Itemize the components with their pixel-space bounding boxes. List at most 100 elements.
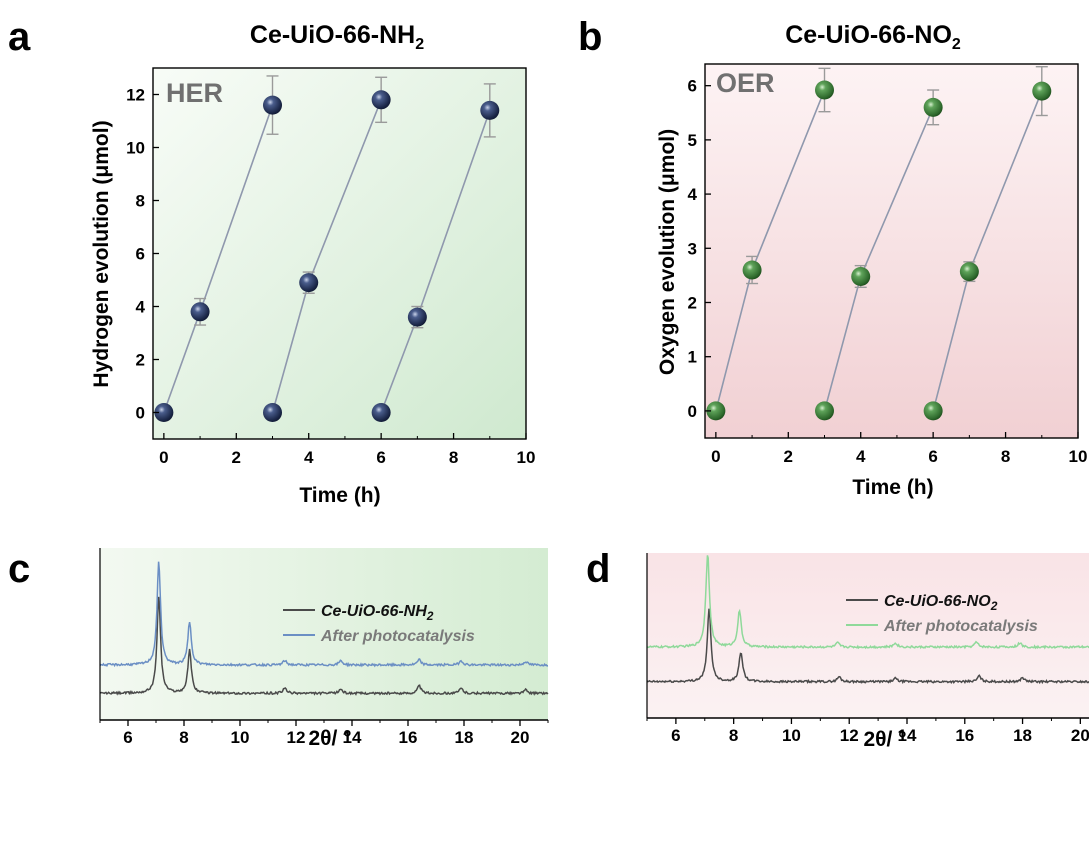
a-data-point xyxy=(299,273,319,293)
xrd-nh2-axis-ticks: 6 8 10 12 14 16 18 20 xyxy=(99,720,549,747)
b-x-tick-label: 8 xyxy=(1001,447,1010,466)
a-x-tick-label: 4 xyxy=(304,448,314,467)
d-x-tick-label: 14 xyxy=(898,726,917,745)
oer-x-axis-label: Time (h) xyxy=(852,476,933,499)
b-x-tick-label: 0 xyxy=(711,447,720,466)
a-y-tick-label: 10 xyxy=(126,139,145,158)
oer-data-points xyxy=(706,80,1052,421)
b-x-tick-label: 10 xyxy=(1069,447,1088,466)
a-data-point xyxy=(371,90,391,110)
b-data-point xyxy=(742,260,762,280)
b-y-tick-label: 4 xyxy=(688,185,698,204)
a-x-tick-label: 0 xyxy=(159,448,168,467)
b-y-tick-label: 3 xyxy=(688,239,697,258)
panel-letter-a: a xyxy=(8,15,31,59)
d-x-tick-label: 6 xyxy=(671,726,680,745)
her-axis-ticks: 0 2 4 6 8 10 0 2 4 6 8 10 12 xyxy=(126,86,535,468)
c-x-tick-label: 20 xyxy=(511,728,530,747)
c-x-tick-label: 18 xyxy=(455,728,474,747)
d-x-tick-label: 18 xyxy=(1013,726,1032,745)
b-data-point xyxy=(959,262,979,282)
b-y-tick-label: 2 xyxy=(688,293,697,312)
oer-plot-background xyxy=(705,64,1078,438)
panel-letter-d: d xyxy=(586,547,610,591)
c-x-tick-label: 12 xyxy=(287,728,306,747)
her-plot-background xyxy=(153,68,526,439)
d-x-tick-label: 20 xyxy=(1071,726,1089,745)
a-x-tick-label: 10 xyxy=(517,448,536,467)
xrd-nh2-x-axis-label: 2θ/ ° xyxy=(308,727,351,750)
a-y-tick-label: 2 xyxy=(136,351,145,370)
oer-chart: 0 2 4 6 8 10 0 1 2 3 4 5 6 OER Time (h) Oxygen evolu… xyxy=(656,63,1088,499)
c-x-tick-label: 8 xyxy=(179,728,188,747)
c-x-tick-label: 6 xyxy=(123,728,132,747)
panel-b-title: Ce-UiO-66-NO2 xyxy=(785,21,961,53)
xrd-no2-axis-ticks: 6 8 10 12 14 16 18 20 xyxy=(646,718,1089,745)
d-x-tick-label: 16 xyxy=(955,726,974,745)
xrd-no2-legend: Ce-UiO-66-NO2 After photocatalysis xyxy=(846,593,1038,635)
b-x-tick-label: 4 xyxy=(856,447,866,466)
c-x-tick-label: 10 xyxy=(231,728,250,747)
panel-letter-c: c xyxy=(8,547,30,591)
b-y-tick-label: 1 xyxy=(688,348,697,367)
a-y-tick-label: 12 xyxy=(126,86,145,105)
oer-axis-ticks: 0 2 4 6 8 10 0 1 2 3 4 5 6 xyxy=(688,77,1088,466)
xrd-nh2-legend: Ce-UiO-66-NH2 After photocatalysis xyxy=(283,603,475,645)
a-data-point xyxy=(407,307,427,327)
her-y-axis-label: Hydrogen evolution (μmol) xyxy=(90,120,113,387)
c-legend-label: After photocatalysis xyxy=(320,628,475,645)
panel-letter-b: b xyxy=(578,15,602,59)
panel-a-title: Ce-UiO-66-NH2 xyxy=(250,21,424,53)
c-x-tick-label: 14 xyxy=(343,728,362,747)
her-data-points xyxy=(154,90,500,422)
d-trace-0 xyxy=(646,608,1089,685)
d-legend-label: After photocatalysis xyxy=(883,618,1038,635)
xrd-no2-x-axis-label: 2θ/ ° xyxy=(863,728,906,751)
xrd-no2-chart: Ce-UiO-66-NO2 After photocatalysis 6 8 10 12… xyxy=(646,553,1089,751)
b-y-tick-label: 0 xyxy=(688,402,697,421)
her-x-axis-label: Time (h) xyxy=(299,484,380,507)
b-data-point xyxy=(815,401,835,421)
a-data-point xyxy=(190,302,210,322)
a-data-point xyxy=(480,100,500,120)
xrd-no2-traces xyxy=(646,555,1089,685)
b-data-point xyxy=(815,80,835,100)
b-data-point xyxy=(1032,81,1052,101)
a-y-tick-label: 8 xyxy=(136,192,145,211)
b-data-point xyxy=(851,266,871,286)
c-trace-1 xyxy=(99,561,549,668)
oer-y-axis-label: Oxygen evolution (μmol) xyxy=(656,129,679,375)
her-badge: HER xyxy=(166,78,223,108)
a-data-point xyxy=(263,95,283,115)
oer-plot-frame xyxy=(704,63,1079,439)
a-data-point xyxy=(371,403,391,422)
d-legend-label: Ce-UiO-66-NO2 xyxy=(884,593,998,613)
a-y-tick-label: 4 xyxy=(136,298,146,317)
c-legend-label: Ce-UiO-66-NH2 xyxy=(321,603,434,623)
oer-badge: OER xyxy=(716,68,775,98)
d-x-tick-label: 12 xyxy=(840,726,859,745)
xrd-no2-plot-background xyxy=(647,553,1089,718)
d-x-tick-label: 8 xyxy=(729,726,738,745)
a-y-tick-label: 0 xyxy=(136,404,145,423)
a-y-tick-label: 6 xyxy=(136,245,145,264)
c-trace-0 xyxy=(99,596,549,696)
b-data-point xyxy=(923,401,943,421)
b-x-tick-label: 6 xyxy=(928,447,937,466)
xrd-nh2-traces xyxy=(99,561,549,696)
b-data-point xyxy=(923,97,943,117)
a-x-tick-label: 6 xyxy=(376,448,385,467)
b-data-point xyxy=(706,401,726,421)
d-x-tick-label: 10 xyxy=(782,726,801,745)
b-y-tick-label: 5 xyxy=(688,131,697,150)
d-trace-1 xyxy=(646,555,1089,650)
b-y-tick-label: 6 xyxy=(688,77,697,96)
a-data-point xyxy=(263,403,283,422)
a-x-tick-label: 8 xyxy=(449,448,458,467)
b-x-tick-label: 2 xyxy=(784,447,793,466)
c-x-tick-label: 16 xyxy=(399,728,418,747)
her-chart: 0 2 4 6 8 10 0 2 4 6 8 10 12 HER Time (h) Hydrogen e… xyxy=(90,67,535,507)
a-x-tick-label: 2 xyxy=(232,448,241,467)
xrd-nh2-chart: Ce-UiO-66-NH2 After photocatalysis 6 8 10 12… xyxy=(99,548,549,750)
